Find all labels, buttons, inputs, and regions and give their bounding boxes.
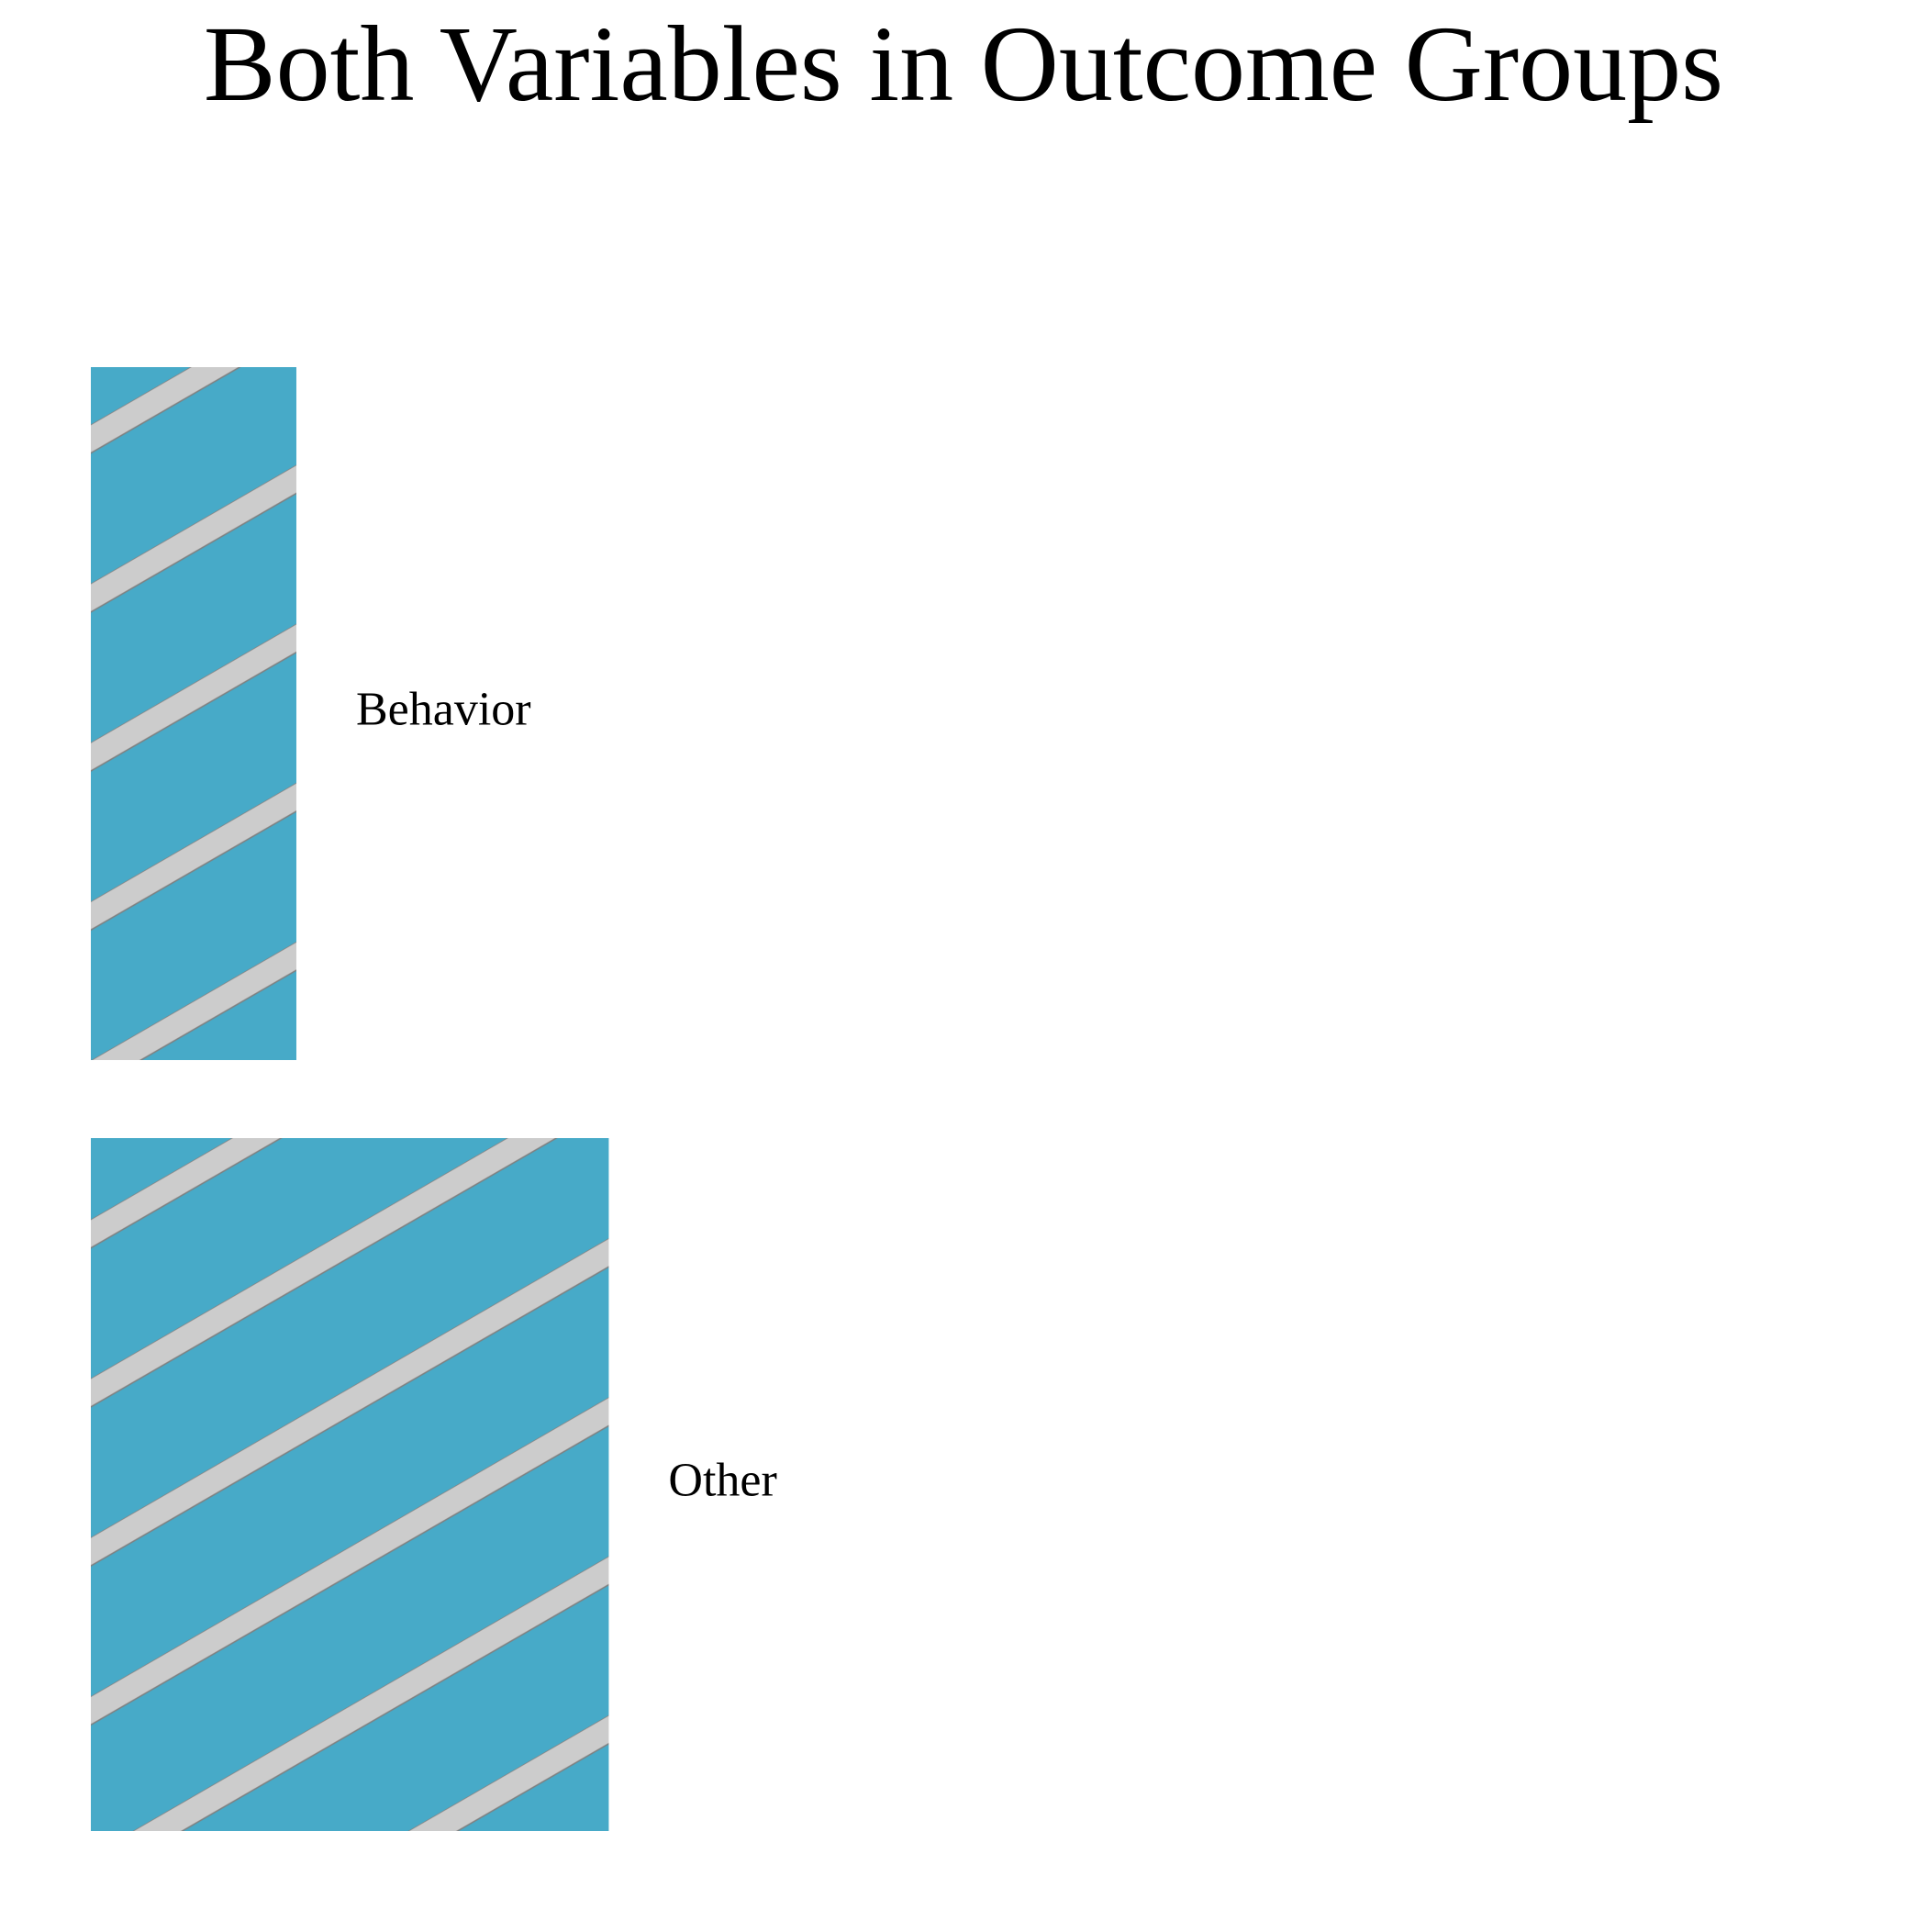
category-label-behavior: Behavior xyxy=(356,683,531,735)
bar-other xyxy=(91,1138,609,1831)
labels-group: Behavior Other xyxy=(356,683,777,1506)
chart-title: Both Variables in Outcome Groups xyxy=(203,4,1724,124)
category-label-other: Other xyxy=(668,1454,776,1506)
bar-behavior xyxy=(91,367,296,1060)
bars-group xyxy=(91,367,609,1831)
